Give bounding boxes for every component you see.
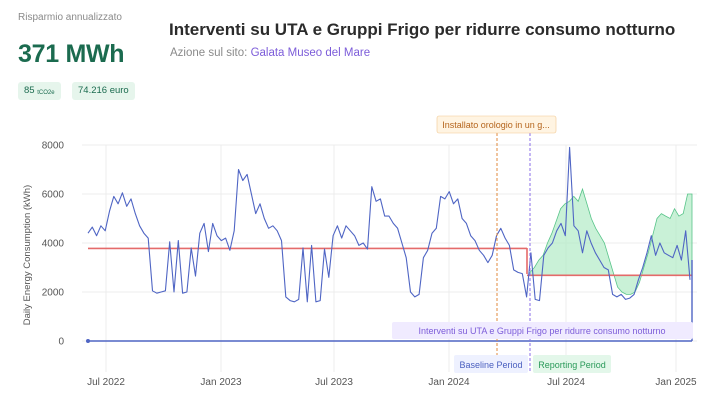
euro-badge: 74.216 euro	[72, 82, 135, 100]
co2-unit: tCO2e	[37, 90, 55, 96]
co2-badge: 85 tCO2e	[18, 82, 61, 100]
site-prefix: Azione sul sito:	[170, 47, 248, 59]
reporting-period-box	[533, 355, 611, 373]
reporting-period-label: Reporting Period	[538, 360, 606, 370]
consumption-series-line	[87, 146, 691, 303]
x-tick-label: Jan 2025	[655, 377, 697, 388]
series-start-marker	[86, 339, 90, 343]
action-label: Interventi su UTA e Gruppi Frigo per rid…	[419, 326, 666, 336]
event-marker-label: Installato orologio in un g...	[442, 120, 550, 130]
y-tick-label: 0	[58, 337, 64, 348]
x-tick-label: Jan 2024	[428, 377, 470, 388]
x-tick-label: Jul 2024	[547, 377, 585, 388]
site-line: Azione sul sito: Galata Museo del Mare	[170, 47, 370, 59]
y-axis-ticks: 0 2000 4000 6000 8000	[42, 141, 65, 348]
savings-value: 371 MWh	[18, 40, 125, 68]
event-marker-box[interactable]	[436, 115, 557, 134]
x-tick-label: Jul 2022	[87, 377, 125, 388]
x-axis-ticks: Jul 2022 Jan 2023 Jul 2023 Jan 2024 Jul 2024…	[87, 377, 697, 388]
y-tick-label: 8000	[42, 141, 65, 152]
savings-label: Risparmio annualizzato	[18, 12, 122, 23]
x-tick-label: Jul 2023	[315, 377, 353, 388]
co2-value: 85	[24, 85, 35, 96]
baseline-period-box	[454, 355, 528, 373]
baseline-period-label: Baseline Period	[459, 360, 522, 370]
reporting-savings-band	[529, 187, 693, 295]
x-tick-label: Jan 2023	[200, 377, 242, 388]
y-axis-label: Daily Energy Consumption (kWh)	[22, 185, 33, 325]
y-tick-label: 4000	[42, 239, 65, 250]
y-tick-label: 2000	[42, 288, 65, 299]
page-title: Interventi su UTA e Gruppi Frigo per rid…	[169, 20, 676, 39]
action-label-box[interactable]	[392, 322, 693, 339]
site-link[interactable]: Galata Museo del Mare	[250, 47, 371, 59]
y-tick-label: 6000	[42, 190, 65, 201]
